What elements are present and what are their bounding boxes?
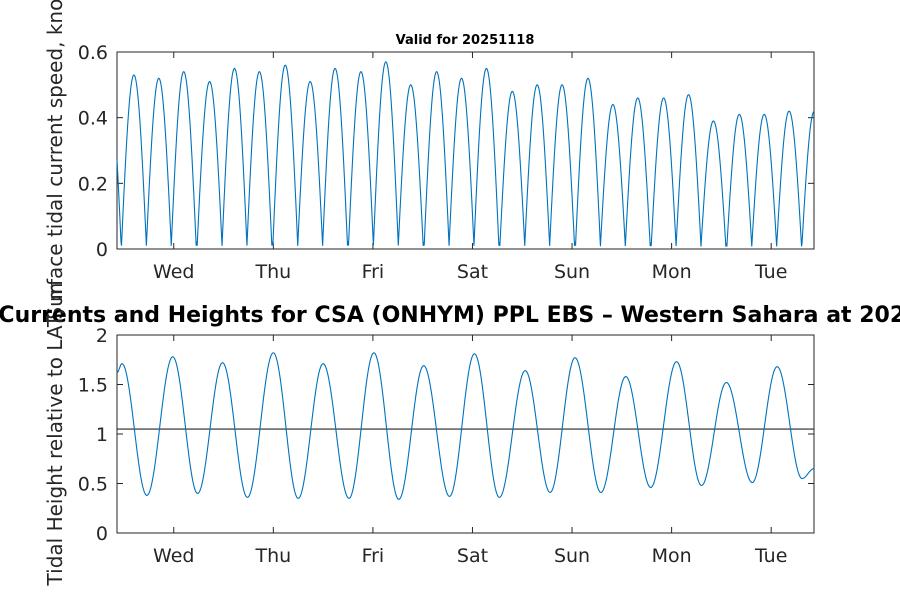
current-speed-chart-title: Valid for 20251118 — [396, 33, 535, 48]
current-speed-x-tick-label: Sat — [457, 261, 488, 283]
tidal-height-ticks: 0 0.5 1 1.5 2 Wed Thu Fri Sat Sun Mon Tue — [78, 325, 814, 567]
current-speed-ticks: 0 0.2 0.4 0.6 Wed Thu Fri Sat Sun Mon Tue — [78, 42, 814, 283]
current-speed-x-tick-label: Sun — [554, 261, 590, 283]
tidal-height-y-tick-label: 0 — [96, 523, 108, 545]
tidal-height-x-tick-label: Tue — [754, 545, 787, 567]
tidal-height-x-tick-label: Sun — [554, 545, 590, 567]
tidal-height-chart: 0 0.5 1 1.5 2 Wed Thu Fri Sat Sun Mon Tue Tidal Cur… — [0, 283, 900, 587]
tidal-height-x-tick-label: Thu — [254, 545, 291, 567]
current-speed-plot-area — [116, 51, 815, 250]
tidal-height-chart-title: Tidal Currents and Heights for CSA (ONHY… — [0, 303, 900, 328]
current-speed-y-tick-label: 0.6 — [78, 42, 108, 64]
tidal-height-y-tick-label: 0.5 — [78, 474, 108, 496]
current-speed-y-tick-label: 0 — [96, 239, 108, 261]
current-speed-x-tick-label: Tue — [754, 261, 787, 283]
current-speed-series-line — [116, 61, 815, 247]
current-speed-x-tick-label: Wed — [153, 261, 194, 283]
tidal-height-x-tick-label: Wed — [153, 545, 194, 567]
tidal-height-y-axis-label: Tidal Height relative to LAT, m — [43, 283, 67, 587]
tidal-height-x-tick-label: Sat — [457, 545, 488, 567]
current-speed-x-tick-label: Mon — [652, 261, 692, 283]
current-speed-y-tick-label: 0.2 — [78, 173, 108, 195]
tidal-height-y-tick-label: 1 — [96, 424, 108, 446]
current-speed-y-tick-label: 0.4 — [78, 108, 108, 130]
current-speed-y-axis-label: Surface tidal current speed, knots — [43, 0, 67, 320]
tidal-height-y-tick-label: 1.5 — [78, 375, 108, 397]
tidal-height-plot-area — [116, 334, 815, 534]
tidal-height-x-tick-label: Fri — [362, 545, 385, 567]
tidal-height-series-line — [116, 352, 815, 500]
tidal-height-x-tick-label: Mon — [652, 545, 692, 567]
tidal-height-y-tick-label: 2 — [96, 325, 108, 347]
current-speed-x-tick-label: Thu — [254, 261, 291, 283]
current-speed-x-tick-label: Fri — [362, 261, 385, 283]
current-speed-chart: 0 0.2 0.4 0.6 Wed Thu Fri Sat Sun Mon Tue Valid fo… — [43, 0, 815, 320]
